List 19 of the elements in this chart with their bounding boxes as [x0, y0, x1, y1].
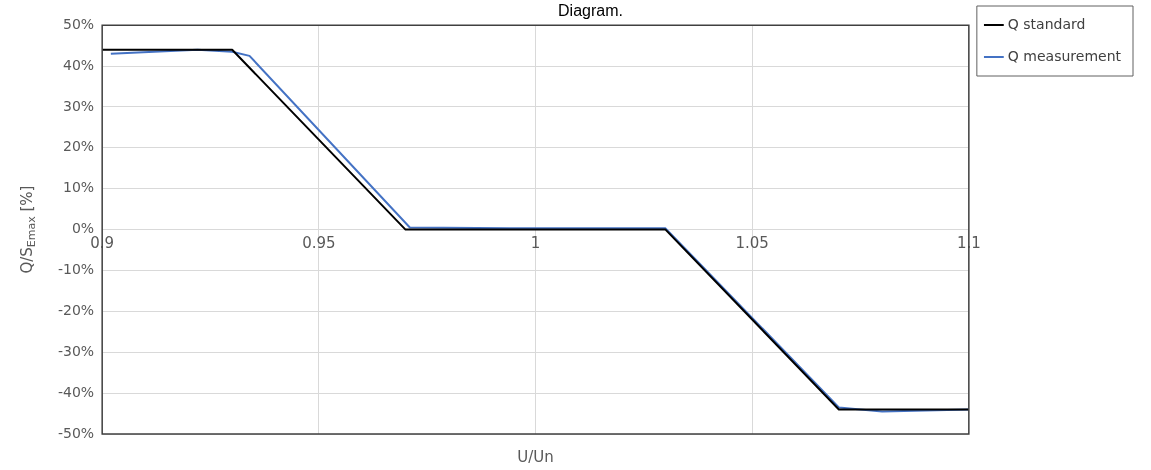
y-tick-label: -40%: [58, 383, 95, 400]
y-tick-label: 0%: [71, 220, 95, 237]
y-tick-label: 10%: [63, 179, 95, 196]
y-tick-label: -30%: [58, 342, 95, 359]
y-tick-label: 20%: [63, 138, 95, 155]
x-tick-label: 1.05: [735, 234, 769, 253]
legend-label: Q measurement: [1007, 47, 1122, 64]
y-tick-label: 50%: [63, 15, 95, 32]
x-axis-title: U/Un: [517, 448, 554, 466]
x-tick-label: 0.95: [302, 234, 336, 253]
legend-label: Q standard: [1007, 15, 1086, 32]
y-tick-label: -50%: [58, 424, 95, 441]
y-tick-label: 30%: [63, 97, 95, 114]
y-axis-title: Q/SEmax [%]: [17, 185, 38, 274]
chart-title: Diagram.: [558, 2, 623, 20]
x-tick-label: 1: [530, 234, 541, 253]
y-tick-label: -10%: [58, 261, 95, 278]
y-tick-label: -20%: [58, 302, 95, 318]
y-tick-label: 40%: [63, 56, 95, 73]
